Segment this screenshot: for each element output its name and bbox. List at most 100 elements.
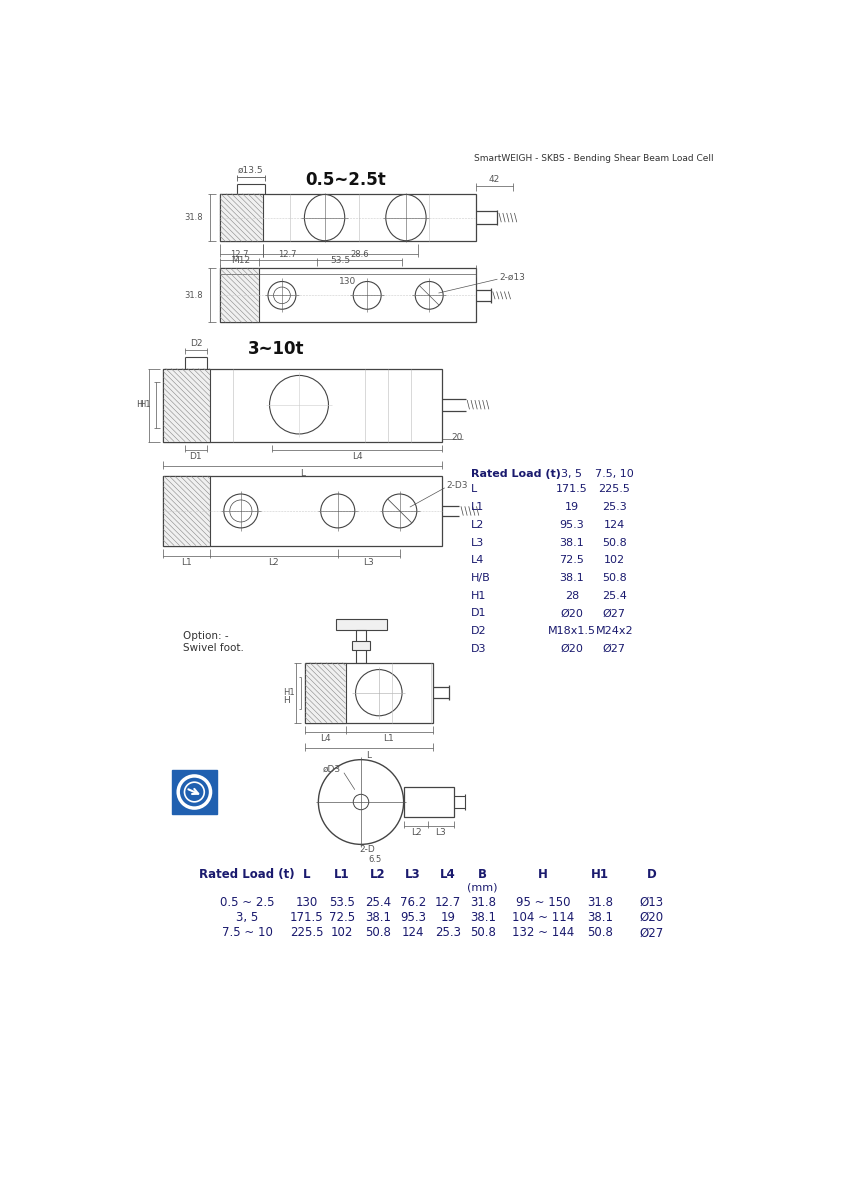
Bar — [163, 476, 442, 545]
Text: M12: M12 — [232, 256, 250, 265]
Text: 0.5~2.5t: 0.5~2.5t — [305, 171, 386, 188]
Text: H: H — [136, 401, 143, 409]
Bar — [353, 641, 370, 650]
Text: 25.3: 25.3 — [602, 502, 626, 512]
Bar — [336, 618, 386, 630]
Text: 53.5: 53.5 — [328, 895, 354, 908]
Text: 76.2: 76.2 — [400, 895, 426, 908]
Text: L: L — [301, 470, 306, 478]
Text: 124: 124 — [604, 519, 625, 530]
Text: 31.8: 31.8 — [587, 895, 613, 908]
Text: 25.4: 25.4 — [602, 590, 626, 601]
Circle shape — [355, 669, 402, 716]
Text: L2: L2 — [411, 828, 421, 838]
Text: øD3: øD3 — [322, 766, 341, 774]
Text: 20: 20 — [451, 432, 463, 442]
Bar — [305, 663, 433, 723]
Circle shape — [318, 760, 403, 845]
Text: 50.8: 50.8 — [602, 537, 626, 548]
Text: D2: D2 — [471, 626, 487, 636]
Text: H: H — [283, 696, 290, 704]
Bar — [403, 787, 454, 818]
Text: L3: L3 — [471, 537, 484, 548]
Text: L4: L4 — [440, 868, 456, 881]
Text: 124: 124 — [402, 926, 424, 939]
Text: Ø27: Ø27 — [640, 926, 663, 939]
Text: 2-D: 2-D — [360, 846, 375, 854]
Text: H1: H1 — [139, 401, 151, 409]
Text: L: L — [366, 752, 371, 760]
Text: Ø20: Ø20 — [640, 911, 663, 924]
Text: 25.3: 25.3 — [434, 926, 461, 939]
Text: (mm): (mm) — [467, 882, 498, 893]
Text: D: D — [647, 868, 657, 881]
Bar — [163, 476, 210, 545]
Text: H1: H1 — [471, 590, 487, 601]
Text: 130: 130 — [339, 277, 356, 286]
Bar — [163, 369, 210, 442]
Text: 28: 28 — [565, 590, 579, 601]
Ellipse shape — [305, 194, 344, 240]
Text: Ø20: Ø20 — [561, 644, 584, 654]
Text: L2: L2 — [370, 868, 386, 881]
Text: 95 ~ 150: 95 ~ 150 — [516, 895, 570, 908]
Text: 31.8: 31.8 — [470, 895, 496, 908]
Text: 171.5: 171.5 — [290, 911, 323, 924]
Text: 130: 130 — [296, 895, 318, 908]
Text: L: L — [303, 868, 311, 881]
Text: 72.5: 72.5 — [559, 555, 584, 565]
Text: 31.8: 31.8 — [184, 291, 203, 300]
Text: 12.7: 12.7 — [230, 250, 248, 259]
Circle shape — [269, 376, 328, 434]
Bar — [172, 769, 217, 814]
Bar — [220, 269, 258, 323]
Text: 102: 102 — [604, 555, 625, 565]
Circle shape — [230, 499, 252, 522]
Text: 38.1: 38.1 — [365, 911, 391, 924]
Bar — [220, 269, 476, 323]
Text: L1: L1 — [333, 868, 349, 881]
Text: 31.8: 31.8 — [184, 213, 203, 223]
Text: L3: L3 — [364, 558, 374, 567]
Text: 50.8: 50.8 — [365, 926, 391, 939]
Text: L4: L4 — [352, 452, 362, 461]
Circle shape — [274, 287, 290, 304]
Text: 19: 19 — [440, 911, 456, 924]
Text: H1: H1 — [591, 868, 609, 881]
Text: Ø27: Ø27 — [603, 608, 626, 618]
Text: Ø27: Ø27 — [603, 644, 626, 654]
Text: L1: L1 — [471, 502, 484, 512]
Text: 7.5 ~ 10: 7.5 ~ 10 — [221, 926, 273, 939]
Text: L1: L1 — [181, 558, 192, 567]
Text: B: B — [478, 868, 488, 881]
Text: L3: L3 — [405, 868, 421, 881]
Circle shape — [383, 494, 417, 528]
Text: L: L — [471, 484, 477, 495]
Circle shape — [321, 494, 354, 528]
Text: 0.5 ~ 2.5: 0.5 ~ 2.5 — [220, 895, 274, 908]
Text: SmartWEIGH - SKBS - Bending Shear Beam Load Cell: SmartWEIGH - SKBS - Bending Shear Beam L… — [474, 154, 713, 163]
Text: 171.5: 171.5 — [556, 484, 588, 495]
Text: L2: L2 — [268, 558, 279, 567]
Text: ø13.5: ø13.5 — [238, 166, 264, 176]
Text: 3, 5: 3, 5 — [562, 469, 583, 479]
Text: H1: H1 — [283, 688, 295, 697]
Text: Ø20: Ø20 — [561, 608, 584, 618]
Circle shape — [415, 282, 443, 309]
Text: 102: 102 — [330, 926, 353, 939]
Text: 132 ~ 144: 132 ~ 144 — [512, 926, 574, 939]
Text: L2: L2 — [471, 519, 484, 530]
Text: 50.8: 50.8 — [470, 926, 496, 939]
Text: 50.8: 50.8 — [602, 573, 626, 583]
Text: 38.1: 38.1 — [470, 911, 496, 924]
Text: M18x1.5: M18x1.5 — [548, 626, 596, 636]
Text: 38.1: 38.1 — [559, 573, 584, 583]
Text: 6.5: 6.5 — [368, 854, 381, 863]
Text: L1: L1 — [383, 734, 394, 743]
Text: 19: 19 — [565, 502, 578, 512]
Text: 72.5: 72.5 — [328, 911, 354, 924]
Text: Ø13: Ø13 — [640, 895, 663, 908]
Text: 2-ø13: 2-ø13 — [499, 273, 525, 283]
Text: D2: D2 — [189, 339, 202, 349]
Text: D1: D1 — [471, 608, 487, 618]
